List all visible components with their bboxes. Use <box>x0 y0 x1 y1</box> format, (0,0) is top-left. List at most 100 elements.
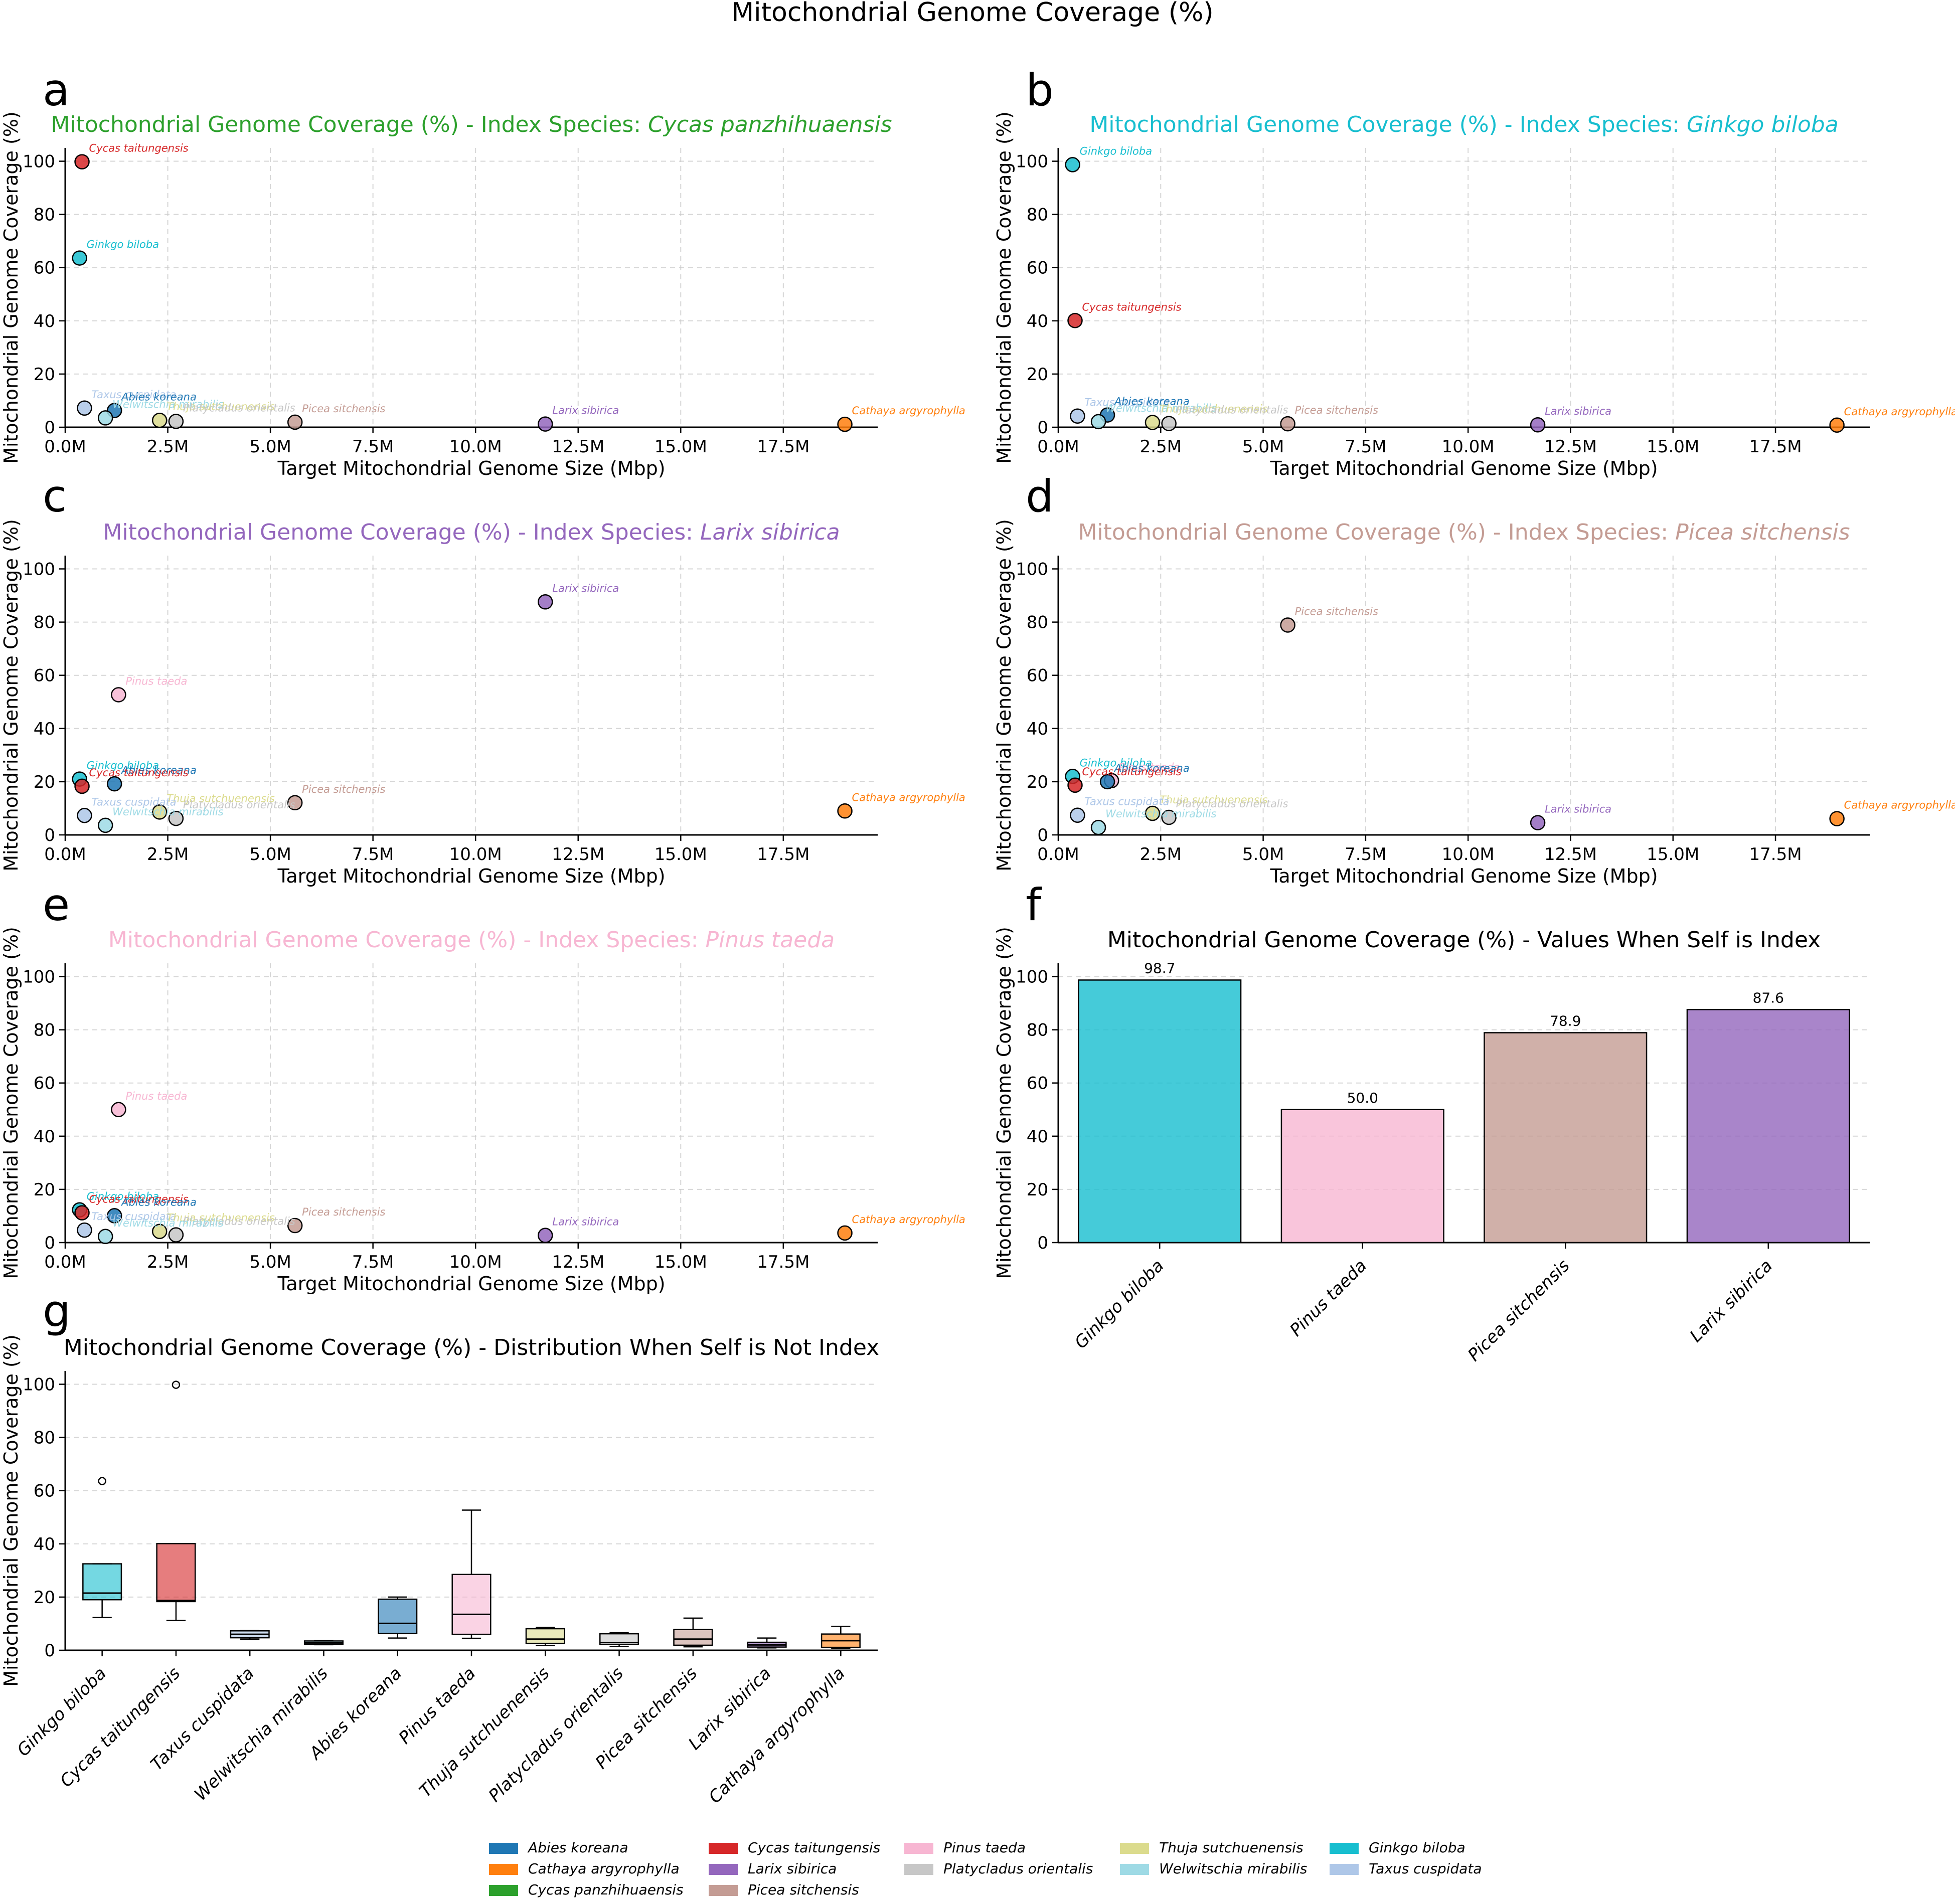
panel-a-point-label-cathaya-argyrophylla: Cathaya argyrophylla <box>852 405 965 417</box>
panel-c-ytick-label-2: 40 <box>34 719 55 739</box>
panel-e-xtick-label-3: 7.5M <box>352 1252 394 1272</box>
panel-e-point-picea-sitchensis <box>287 1218 303 1234</box>
panel-d-xtick-label-6: 15.0M <box>1647 844 1699 864</box>
panel-g-xtick-label-thuja-sutchuenensis: Thuja sutchuenensis <box>415 1663 553 1801</box>
panel-b-xtick-label-3: 7.5M <box>1345 437 1386 457</box>
panel-a-point-label-cycas-taitungensis: Cycas taitungensis <box>89 142 189 154</box>
panel-c-point-label-pinus-taeda: Pinus taeda <box>125 675 187 687</box>
panel-b-point-label-cycas-taitungensis: Cycas taitungensis <box>1082 301 1182 313</box>
panel-e-ytick-label-3: 60 <box>34 1074 55 1094</box>
panel-e-xtick-label-6: 15.0M <box>655 1252 707 1272</box>
panel-d-point-thuja-sutchuenensis <box>1145 805 1161 821</box>
panel-b-ytick-label-4: 80 <box>1027 205 1048 225</box>
panel-f-xtick-label-ginkgo-biloba: Ginkgo biloba <box>1071 1256 1168 1353</box>
panel-c-xtick-label-1: 2.5M <box>147 844 189 864</box>
panel-e-title: Mitochondrial Genome Coverage (%) - Inde… <box>108 927 835 953</box>
panel-e-xtick-label-2: 5.0M <box>249 1252 291 1272</box>
panel-c-point-label-thuja-sutchuenensis: Thuja sutchuenensis <box>167 792 275 804</box>
panel-c-ytick-label-1: 20 <box>34 772 55 792</box>
panel-b-point-label-picea-sitchensis: Picea sitchensis <box>1295 404 1378 416</box>
panel-c-point-label-picea-sitchensis: Picea sitchensis <box>302 783 385 795</box>
panel-e-xtick-label-5: 12.5M <box>552 1252 604 1272</box>
panel-b-letter: b <box>1026 64 1054 116</box>
panel-a-xtick-label-5: 12.5M <box>552 437 604 457</box>
panel-c-point-pinus-taeda <box>111 687 126 703</box>
panel-e-xtick-label-0: 0.0M <box>44 1252 86 1272</box>
panel-b-point-label-cathaya-argyrophylla: Cathaya argyrophylla <box>1844 406 1955 418</box>
panel-f-value-label-ginkgo-biloba: 98.7 <box>1144 960 1175 976</box>
panel-c-point-picea-sitchensis <box>287 795 303 811</box>
panel-b-xtick-label-1: 2.5M <box>1140 437 1182 457</box>
panel-g-box-pinus-taeda <box>451 1574 492 1635</box>
panel-e-point-label-picea-sitchensis: Picea sitchensis <box>302 1206 385 1218</box>
panel-b-point-thuja-sutchuenensis <box>1145 415 1161 430</box>
panel-d-xtick-label-4: 10.0M <box>1442 844 1495 864</box>
panel-e-point-cycas-taitungensis <box>74 1205 90 1221</box>
panel-a-xtick-label-7: 17.5M <box>757 437 809 457</box>
panel-c-point-larix-sibirica <box>538 594 553 610</box>
panel-c-xtick-label-6: 15.0M <box>655 844 707 864</box>
legend-swatch-platycladus-orientalis <box>904 1864 933 1875</box>
panel-f-bar-pinus-taeda <box>1280 1109 1444 1244</box>
panel-a-point-label-thuja-sutchuenensis: Thuja sutchuenensis <box>167 401 275 413</box>
panel-a-point-label-platycladus-orientalis: Platycladus orientalis <box>183 402 295 414</box>
panel-f-ytick-label-1: 20 <box>1027 1180 1048 1200</box>
panel-e-ytick-label-2: 40 <box>34 1127 55 1147</box>
panel-b-ytick-label-3: 60 <box>1027 258 1048 278</box>
panel-e-ylabel: Mitochondrial Genome Coverage (%) <box>0 927 22 1279</box>
panel-g-ylabel: Mitochondrial Genome Coverage (%) <box>0 1334 22 1687</box>
panel-e-point-label-pinus-taeda: Pinus taeda <box>125 1090 187 1102</box>
panel-a-xtick-label-1: 2.5M <box>147 437 189 457</box>
panel-a-ytick-label-0: 0 <box>44 418 55 438</box>
panel-a-letter: a <box>43 64 70 116</box>
panel-e-point-label-welwitschia-mirabilis: Welwitschia mirabilis <box>112 1217 224 1229</box>
panel-b-xtick-label-6: 15.0M <box>1647 437 1699 457</box>
legend-label-cycas-panzhihuaensis: Cycas panzhihuaensis <box>528 1881 684 1898</box>
panel-c-xtick-label-3: 7.5M <box>352 844 394 864</box>
figure-title: Mitochondrial Genome Coverage (%) <box>731 0 1213 28</box>
panel-g-letter: g <box>43 1285 71 1337</box>
panel-f-value-label-pinus-taeda: 50.0 <box>1347 1090 1378 1106</box>
panel-b-point-label-larix-sibirica: Larix sibirica <box>1545 405 1611 417</box>
panel-c-ytick-label-0: 0 <box>44 825 55 845</box>
legend-label-platycladus-orientalis: Platycladus orientalis <box>943 1860 1093 1877</box>
panel-e-point-welwitschia-mirabilis <box>97 1229 113 1245</box>
panel-d-ytick-label-3: 60 <box>1027 666 1048 686</box>
panel-a-point-label-picea-sitchensis: Picea sitchensis <box>302 403 385 415</box>
panel-a-xtick-label-2: 5.0M <box>249 437 291 457</box>
panel-g-ytick-label-2: 40 <box>34 1534 55 1554</box>
panel-f-xtick-label-larix-sibirica: Larix sibirica <box>1686 1256 1777 1346</box>
panel-g-box-cycas-taitungensis <box>156 1543 196 1603</box>
panel-c-title: Mitochondrial Genome Coverage (%) - Inde… <box>103 520 840 545</box>
panel-c-point-label-taxus-cuspidata: Taxus cuspidata <box>91 796 176 808</box>
panel-e-point-label-cathaya-argyrophylla: Cathaya argyrophylla <box>852 1214 965 1226</box>
panel-a-ytick-label-4: 80 <box>34 205 55 225</box>
panel-b-ylabel: Mitochondrial Genome Coverage (%) <box>993 111 1015 464</box>
panel-a-ytick-label-2: 40 <box>34 311 55 331</box>
panel-e-letter: e <box>43 879 70 931</box>
panel-a-title-prefix: Mitochondrial Genome Coverage (%) - Inde… <box>51 112 648 137</box>
panel-d-xtick-label-1: 2.5M <box>1140 844 1182 864</box>
panel-e-xtick-label-4: 10.0M <box>449 1252 502 1272</box>
panel-c-point-cycas-taitungensis <box>74 778 90 794</box>
legend-label-taxus-cuspidata: Taxus cuspidata <box>1369 1860 1482 1877</box>
panel-d-point-welwitschia-mirabilis <box>1090 819 1106 835</box>
panel-g-ytick-label-0: 0 <box>44 1641 55 1661</box>
panel-d-point-cycas-taitungensis <box>1067 777 1083 793</box>
panel-e-point-label-larix-sibirica: Larix sibirica <box>552 1216 619 1228</box>
panel-d-point-label-thuja-sutchuenensis: Thuja sutchuenensis <box>1160 794 1268 806</box>
panel-d-ytick-label-4: 80 <box>1027 613 1048 633</box>
legend-swatch-cycas-panzhihuaensis <box>489 1885 518 1896</box>
panel-c-point-cathaya-argyrophylla <box>837 803 853 819</box>
panel-d-point-larix-sibirica <box>1530 815 1546 830</box>
panel-b-ytick-label-0: 0 <box>1037 418 1048 438</box>
panel-a-xtick-label-6: 15.0M <box>655 437 707 457</box>
panel-g-ytick-label-4: 80 <box>34 1428 55 1448</box>
panel-f-xtick-label-picea-sitchensis: Picea sitchensis <box>1464 1256 1574 1365</box>
panel-g-xtick-label-platycladus-orientalis: Platycladus orientalis <box>484 1663 627 1806</box>
panel-d-point-label-larix-sibirica: Larix sibirica <box>1545 803 1611 815</box>
panel-a-xtick-label-0: 0.0M <box>44 437 86 457</box>
